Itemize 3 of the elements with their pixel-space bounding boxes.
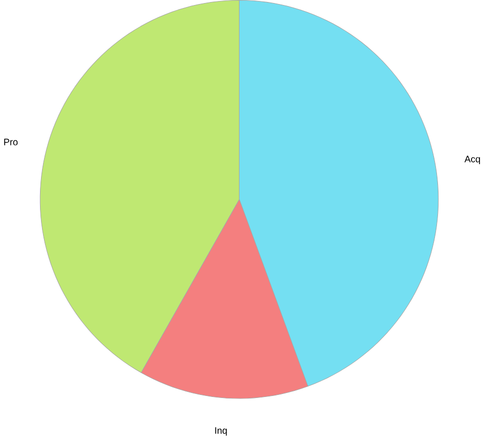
slice-label: Pro: [4, 138, 18, 146]
slice-label: Acq: [464, 156, 480, 164]
slice-label: Inq: [215, 427, 227, 436]
